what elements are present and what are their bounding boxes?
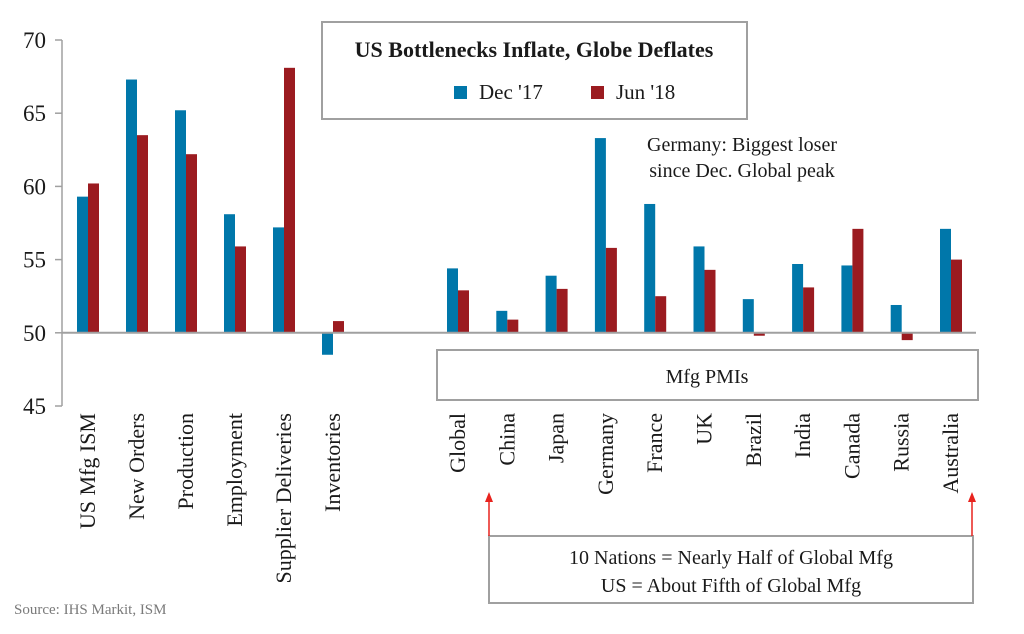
bar-jun18 [655,296,667,333]
bar-jun18 [235,246,246,333]
x-tick-label: Japan [544,413,569,463]
bar-dec17 [273,227,284,333]
bar-dec17 [224,214,235,333]
bars [77,67,962,355]
title-box: US Bottlenecks Inflate, Globe Deflates D… [321,21,748,120]
bar-jun18 [803,287,815,333]
legend: Dec '17 Jun '18 [454,80,675,104]
bar-dec17 [841,265,853,333]
x-tick-label: UK [692,413,717,445]
legend-label-dec17: Dec '17 [479,80,543,104]
source-note: Source: IHS Markit, ISM [14,602,167,618]
mfg-pmis-label: Mfg PMIs [666,366,749,388]
legend-swatch-dec17 [454,86,467,99]
x-tick-label: Canada [839,413,864,479]
bar-jun18 [556,288,568,333]
bar-jun18 [333,321,344,333]
x-tick-label: Supplier Deliveries [271,413,296,583]
bar-dec17 [545,275,557,333]
bar-dec17 [496,310,508,333]
y-axis: 45 50 55 60 65 70 [23,28,63,419]
bar-jun18 [186,154,197,333]
bar-jun18 [458,290,469,333]
bar-jun18 [753,332,765,336]
germany-annotation-line1: Germany: Biggest loser [647,134,837,156]
bar-dec17 [644,203,656,333]
bar-jun18 [507,319,519,333]
x-tick-label: China [494,413,519,466]
germany-annotation-line2: since Dec. Global peak [649,160,834,182]
bar-jun18 [901,332,913,341]
x-tick-label: Inventories [320,413,345,512]
bar-dec17 [126,79,137,333]
bar-jun18 [88,183,99,333]
y-tick-label: 55 [23,248,46,273]
x-tick-label: US Mfg ISM [75,413,100,529]
arrow-left-head [485,492,493,502]
bar-jun18 [951,259,962,333]
bar-dec17 [940,228,951,333]
bar-jun18 [704,269,716,333]
bar-dec17 [322,332,333,355]
x-tick-label: France [642,413,667,473]
bar-dec17 [175,110,186,333]
bar-jun18 [137,135,148,333]
legend-label-jun18: Jun '18 [616,80,675,104]
bar-dec17 [890,304,902,333]
x-tick-label: Global [445,413,470,473]
x-tick-label: New Orders [124,413,149,520]
mfg-pmis-box: Mfg PMIs [436,349,979,401]
y-tick-label: 60 [23,174,46,199]
x-tick-label: India [790,413,815,458]
chart-title: US Bottlenecks Inflate, Globe Deflates [355,37,714,62]
bar-dec17 [742,299,754,333]
y-tick-label: 65 [23,101,46,126]
bar-jun18 [852,228,864,333]
legend-swatch-jun18 [591,86,604,99]
y-tick-label: 70 [23,28,46,53]
x-tick-label: Brazil [741,413,766,467]
x-tick-label: Germany [593,413,618,495]
x-tick-label: Employment [222,413,247,527]
bar-dec17 [693,246,705,333]
y-tick-label: 45 [23,394,46,419]
bar-jun18 [284,67,295,333]
share-annotation: 10 Nations = Nearly Half of Global Mfg U… [485,492,976,604]
bar-dec17 [792,263,804,333]
share-line1: 10 Nations = Nearly Half of Global Mfg [569,547,893,569]
bar-dec17 [447,268,458,333]
y-tick-label: 50 [23,321,46,346]
bar-dec17 [594,138,606,333]
arrow-right-head [968,492,976,502]
share-line2: US = About Fifth of Global Mfg [601,575,861,597]
x-tick-label: Australia [938,413,963,494]
bar-jun18 [605,247,617,333]
x-tick-label: Production [173,413,198,510]
x-tick-label: Russia [889,413,914,472]
x-axis-labels: US Mfg ISM New Orders Production Employment… [75,413,963,584]
bar-dec17 [77,196,88,333]
